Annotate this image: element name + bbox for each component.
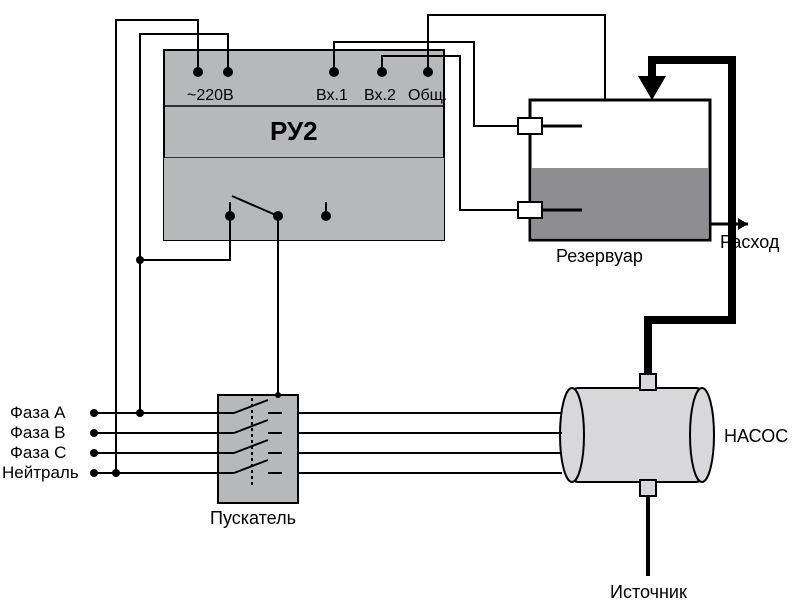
terminal-power-label: ~220В — [187, 87, 234, 104]
phase-b-label: Фаза В — [10, 423, 66, 442]
motor-wires — [298, 413, 562, 473]
terminal-in1-label: Вх.1 — [316, 87, 348, 104]
source-label: Источник — [610, 582, 687, 602]
phase-c-label: Фаза С — [10, 443, 66, 462]
phase-a-label: Фаза А — [10, 403, 66, 422]
reservoir: Резервуар Расход — [518, 100, 780, 266]
controller-title: РУ2 — [270, 116, 318, 146]
controller-block: РУ2 ~220В Вх.1 Вх.2 Общ. — [164, 50, 447, 240]
terminal-common-label: Общ. — [408, 87, 447, 104]
terminal-in2-label: Вх.2 — [364, 87, 396, 104]
pump: НАСОС Источник — [560, 374, 788, 602]
schematic-diagram: РУ2 ~220В Вх.1 Вх.2 Общ. — [0, 0, 800, 606]
starter: Пускатель — [210, 395, 298, 528]
neutral-label: Нейтраль — [2, 463, 79, 482]
pump-label: НАСОС — [724, 426, 788, 446]
reservoir-label: Резервуар — [556, 246, 643, 266]
starter-label: Пускатель — [210, 508, 296, 528]
phase-inputs: Фаза А Фаза В Фаза С Нейтраль — [2, 403, 218, 482]
relay-output-wires — [136, 216, 278, 395]
